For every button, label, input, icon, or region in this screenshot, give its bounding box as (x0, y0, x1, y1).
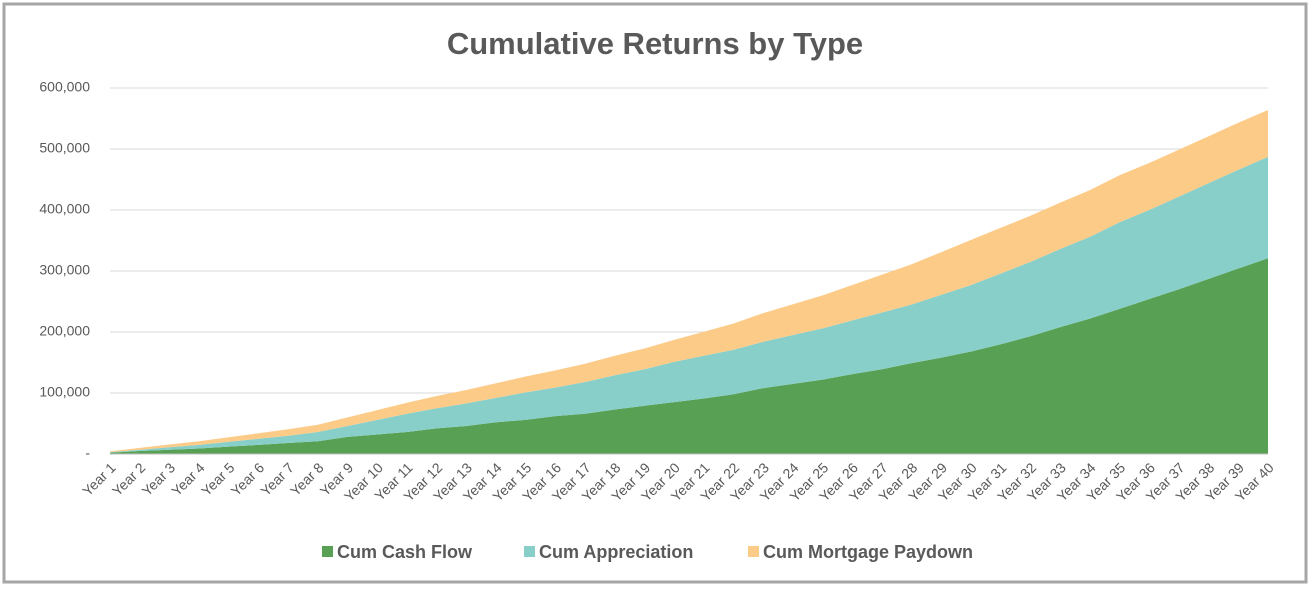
y-tick-label: 600,000 (39, 79, 90, 95)
legend-label: Cum Cash Flow (337, 542, 473, 562)
area (110, 156, 1268, 453)
legend-swatch (748, 546, 759, 557)
y-tick-label: 500,000 (39, 140, 90, 156)
legend-label: Cum Mortgage Paydown (763, 542, 973, 562)
y-tick-label: 400,000 (39, 201, 90, 217)
y-tick-label: - (85, 445, 90, 461)
legend-label: Cum Appreciation (539, 542, 693, 562)
area (110, 258, 1268, 454)
y-tick-label: 200,000 (39, 323, 90, 339)
y-tick-label: 300,000 (39, 262, 90, 278)
legend-swatch (524, 546, 535, 557)
chart-title: Cumulative Returns by Type (447, 26, 863, 61)
y-tick-label: 100,000 (39, 384, 90, 400)
legend-swatch (322, 546, 333, 557)
